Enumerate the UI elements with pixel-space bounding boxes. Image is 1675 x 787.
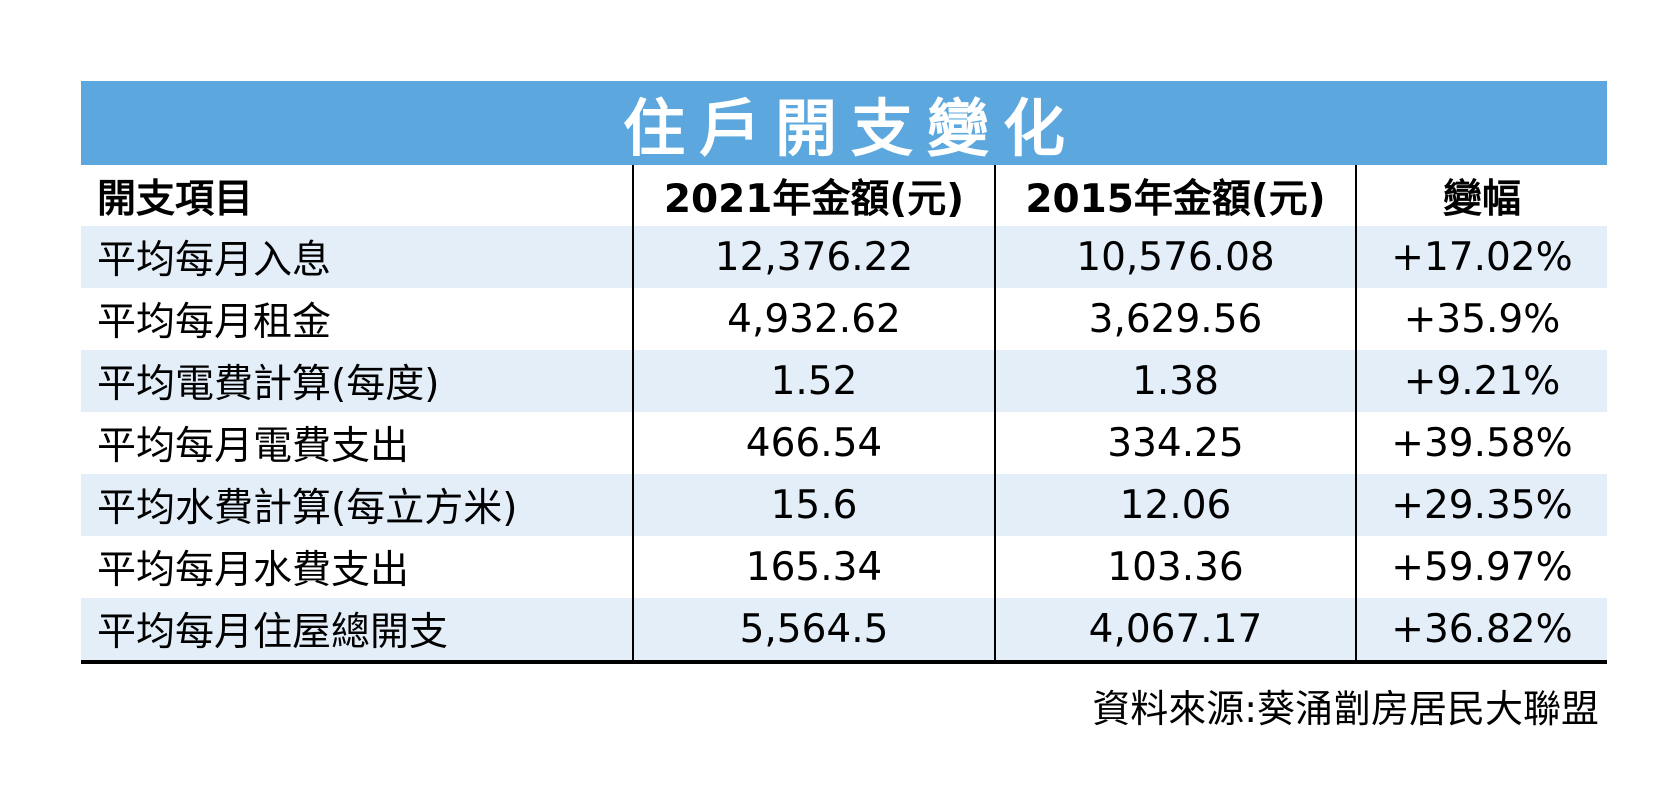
amount-2015-cell: 103.36 (994, 536, 1355, 598)
expense-item-cell: 平均每月電費支出 (97, 424, 410, 469)
change-cell: +9.21% (1355, 350, 1607, 412)
expense-item-cell: 平均水費計算(每立方米) (97, 486, 518, 531)
change-cell: +36.82% (1355, 598, 1607, 660)
source-line: 資料來源:葵涌劏房居民大聯盟 (1092, 687, 1599, 731)
amount-2015-cell: 4,067.17 (994, 598, 1355, 660)
table-title: 住戶開支變化 (622, 92, 1079, 165)
change-cell: +29.35% (1355, 474, 1607, 536)
amount-2021-cell: 466.54 (632, 412, 994, 474)
table-body: 平均每月入息 12,376.22 10,576.08 +17.02% 平均每月租… (81, 226, 1607, 660)
amount-2015-cell: 10,576.08 (994, 226, 1355, 288)
table-row: 平均每月租金 4,932.62 3,629.56 +35.9% (81, 288, 1607, 350)
table-row: 平均每月水費支出 165.34 103.36 +59.97% (81, 536, 1607, 598)
amount-2021-cell: 12,376.22 (632, 226, 994, 288)
amount-2021-cell: 165.34 (632, 536, 994, 598)
table-header-row: 開支項目 2021年金額(元) 2015年金額(元) 變幅 (81, 165, 1607, 226)
amount-2021-cell: 1.52 (632, 350, 994, 412)
table-row: 平均水費計算(每立方米) 15.6 12.06 +29.35% (81, 474, 1607, 536)
amount-2015-cell: 1.38 (994, 350, 1355, 412)
amount-2021-cell: 5,564.5 (632, 598, 994, 660)
column-header-expense-item: 開支項目 (97, 176, 254, 222)
column-header-2015-amount: 2015年金額(元) (994, 165, 1355, 226)
amount-2015-cell: 3,629.56 (994, 288, 1355, 350)
amount-2021-cell: 4,932.62 (632, 288, 994, 350)
table-row: 平均每月電費支出 466.54 334.25 +39.58% (81, 412, 1607, 474)
table-row: 平均每月住屋總開支 5,564.5 4,067.17 +36.82% (81, 598, 1607, 660)
column-header-change: 變幅 (1355, 165, 1607, 226)
amount-2021-cell: 15.6 (632, 474, 994, 536)
table-title-banner: 住戶開支變化 (81, 81, 1607, 165)
table-row: 平均電費計算(每度) 1.52 1.38 +9.21% (81, 350, 1607, 412)
amount-2015-cell: 334.25 (994, 412, 1355, 474)
change-cell: +17.02% (1355, 226, 1607, 288)
table-grid: 開支項目 2021年金額(元) 2015年金額(元) 變幅 平均每月入息 12,… (81, 165, 1607, 664)
change-cell: +39.58% (1355, 412, 1607, 474)
expense-item-cell: 平均每月住屋總開支 (97, 610, 449, 655)
expense-item-cell: 平均電費計算(每度) (97, 362, 440, 407)
amount-2015-cell: 12.06 (994, 474, 1355, 536)
column-header-2021-amount: 2021年金額(元) (632, 165, 994, 226)
expense-item-cell: 平均每月租金 (97, 300, 332, 345)
expense-table: 住戶開支變化 開支項目 2021年金額(元) 2015年金額(元) 變幅 平均每… (81, 81, 1607, 733)
change-cell: +59.97% (1355, 536, 1607, 598)
change-cell: +35.9% (1355, 288, 1607, 350)
expense-item-cell: 平均每月入息 (97, 238, 332, 283)
expense-item-cell: 平均每月水費支出 (97, 548, 410, 593)
table-row: 平均每月入息 12,376.22 10,576.08 +17.02% (81, 226, 1607, 288)
